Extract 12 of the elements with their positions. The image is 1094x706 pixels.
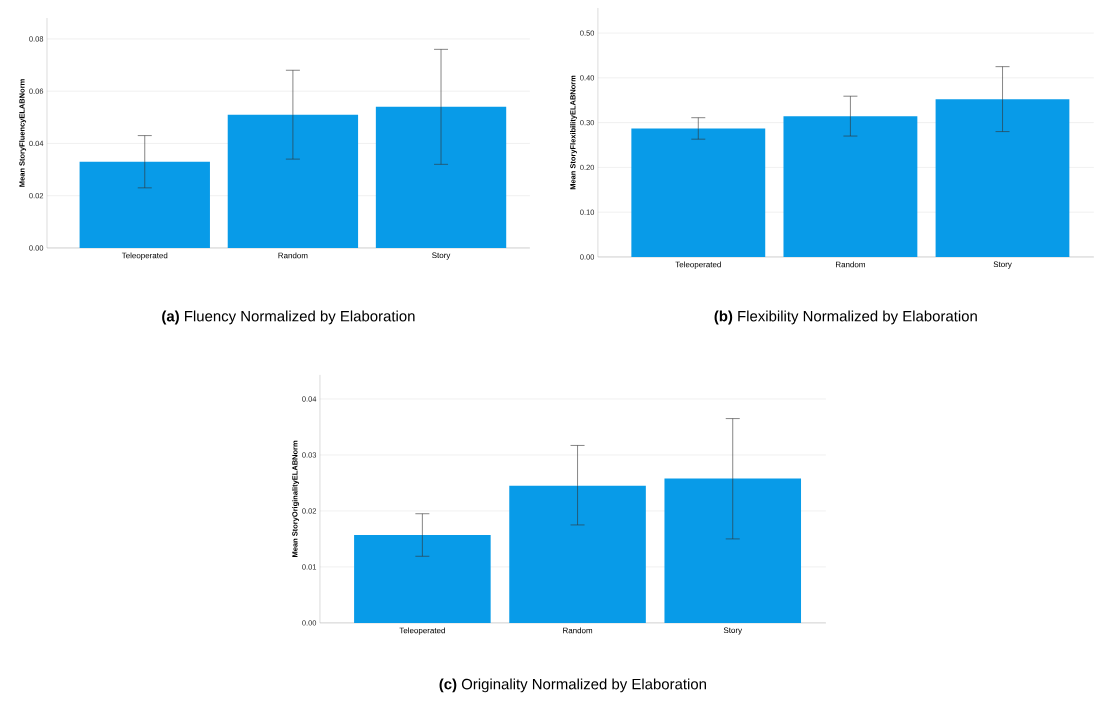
bar (375, 106, 507, 249)
text: (b) Flexibility Normalized by Elaboration (714, 310, 977, 325)
bar (354, 535, 491, 623)
text: (c) Originality Normalized by Elaboration (439, 678, 706, 693)
text: (a) Fluency Normalized by Elaboration (162, 310, 415, 325)
bar (631, 128, 766, 258)
bar (79, 161, 210, 249)
bar (227, 114, 359, 249)
bar (935, 99, 1070, 258)
bar (509, 485, 646, 623)
bar (664, 478, 802, 623)
bar (783, 116, 918, 258)
